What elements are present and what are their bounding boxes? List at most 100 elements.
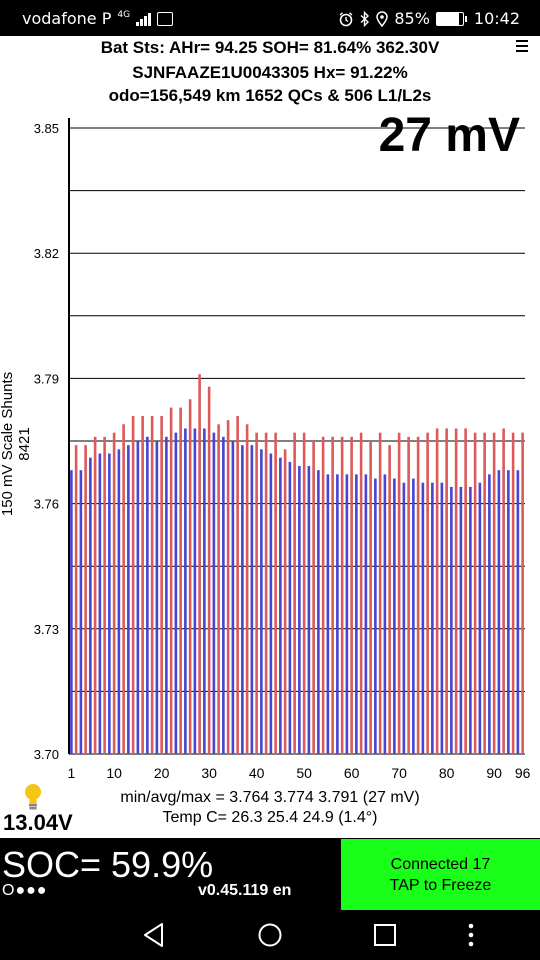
bar-cell-80 xyxy=(445,428,448,754)
status-left: vodafone P 4G xyxy=(22,9,174,28)
signal-icon xyxy=(136,12,152,26)
alarm-icon xyxy=(339,11,353,26)
x-tick-label: 60 xyxy=(344,765,360,781)
status-bar: vodafone P 4G 85% 10:42 xyxy=(0,0,540,36)
x-tick-label: 80 xyxy=(439,765,455,781)
bar-cell-29 xyxy=(203,428,206,754)
bar-cell-13 xyxy=(127,445,130,754)
connected-label: Connected 17 xyxy=(390,855,491,873)
bar-cell-57 xyxy=(336,474,339,754)
bar-cell-41 xyxy=(260,449,263,754)
vin-line: SJNFAAZE1U0043305 Hx= 91.22% xyxy=(132,63,408,82)
bar-cell-48 xyxy=(293,432,296,754)
bar-cell-59 xyxy=(345,474,349,754)
y-tick-label: 3.85 xyxy=(34,121,59,136)
bar-cell-92 xyxy=(502,428,505,754)
bar-cell-21 xyxy=(165,436,168,754)
bar-cell-30 xyxy=(207,386,211,754)
bar-cell-66 xyxy=(378,432,382,754)
bar-cell-39 xyxy=(250,445,254,754)
bar-cell-65 xyxy=(374,478,377,754)
bar-cell-79 xyxy=(440,482,444,754)
bar-cell-88 xyxy=(483,432,486,754)
bar-cell-28 xyxy=(198,374,201,754)
bar-cell-16 xyxy=(141,415,144,754)
bar-cell-2 xyxy=(74,445,78,754)
bar-cell-50 xyxy=(302,432,306,754)
bar-cell-63 xyxy=(364,474,368,754)
x-tick-label: 50 xyxy=(296,765,312,781)
bar-cell-89 xyxy=(488,474,491,754)
bar-cell-25 xyxy=(184,428,187,754)
aux-voltage: 13.04V xyxy=(3,810,73,835)
bar-cell-58 xyxy=(340,436,344,754)
bar-cell-15 xyxy=(136,441,140,754)
navigation-bar xyxy=(0,910,540,960)
y-tick-label: 3.70 xyxy=(34,747,59,762)
bar-cell-33 xyxy=(222,436,225,754)
bar-cell-51 xyxy=(307,466,311,754)
recents-icon[interactable] xyxy=(373,922,397,948)
bar-cell-42 xyxy=(264,432,268,754)
bar-cell-32 xyxy=(217,424,220,754)
bar-cell-87 xyxy=(478,482,482,754)
bar-cell-14 xyxy=(131,415,135,754)
bar-cell-78 xyxy=(435,428,439,754)
home-icon[interactable] xyxy=(257,922,283,948)
bar-cell-46 xyxy=(283,449,287,754)
x-tick-label: 90 xyxy=(486,765,502,781)
odometer-line: odo=156,549 km 1652 QCs & 506 L1/L2s xyxy=(108,86,432,105)
bar-cell-37 xyxy=(241,445,244,754)
bar-cell-82 xyxy=(454,428,458,754)
bar-cell-53 xyxy=(317,470,320,754)
x-tick-label: 40 xyxy=(249,765,265,781)
connected-freeze-button[interactable]: Connected 17 TAP to Freeze xyxy=(341,839,540,910)
more-icon[interactable] xyxy=(466,922,476,948)
bar-cell-67 xyxy=(383,474,387,754)
lightbulb-icon[interactable] xyxy=(22,782,44,812)
bar-cell-77 xyxy=(431,482,434,754)
status-dots: O●●● xyxy=(2,882,48,899)
bar-cell-26 xyxy=(188,399,192,754)
soc-readout: SOC= 59.9% xyxy=(2,844,214,885)
bar-cell-47 xyxy=(288,461,292,754)
bar-cell-18 xyxy=(150,415,154,754)
chart-title: 27 mV xyxy=(378,109,520,162)
menu-icon[interactable] xyxy=(516,40,528,55)
bar-cell-76 xyxy=(426,432,429,754)
clock: 10:42 xyxy=(473,9,520,28)
bar-cell-74 xyxy=(416,436,420,754)
x-tick-label: 20 xyxy=(154,765,170,781)
x-tick-label: 96 xyxy=(515,765,531,781)
bar-cell-27 xyxy=(193,428,197,754)
bar-cell-34 xyxy=(226,420,230,754)
bar-cell-93 xyxy=(507,470,510,754)
bar-cell-96 xyxy=(521,432,524,754)
bar-cell-7 xyxy=(98,453,102,754)
battery-percent: 85% xyxy=(394,9,430,28)
bar-cell-90 xyxy=(492,432,496,754)
bar-cell-17 xyxy=(146,436,149,754)
y-tick-label: 3.79 xyxy=(34,371,59,386)
bar-cell-86 xyxy=(473,432,477,754)
network-type: 4G xyxy=(117,9,131,20)
bar-cell-69 xyxy=(393,478,396,754)
temperature-text: Temp C= 26.3 25.4 24.9 (1.4°) xyxy=(162,809,378,826)
cell-voltage-chart[interactable]: 3.85 3.82 3.79 3.76 3.73 3.70 1 10 20 30 40 50 60 70 8… xyxy=(0,100,540,790)
bar-cell-19 xyxy=(155,441,159,754)
y-axis-label: 150 mV Scale Shunts 8421 xyxy=(0,371,33,517)
bar-cell-62 xyxy=(359,432,363,754)
back-icon[interactable] xyxy=(142,922,166,948)
bar-cell-22 xyxy=(169,407,173,754)
bar-cell-24 xyxy=(179,407,182,754)
bar-cell-5 xyxy=(89,457,92,754)
bar-cell-64 xyxy=(369,441,372,754)
bar-cell-31 xyxy=(212,432,216,754)
bar-cell-73 xyxy=(412,478,415,754)
bar-cell-8 xyxy=(103,436,106,754)
bar-cell-85 xyxy=(469,486,472,754)
bar-cell-44 xyxy=(274,432,277,754)
bar-cell-52 xyxy=(312,441,315,754)
bar-cell-36 xyxy=(236,415,239,754)
y-tick-label: 3.76 xyxy=(34,497,59,512)
